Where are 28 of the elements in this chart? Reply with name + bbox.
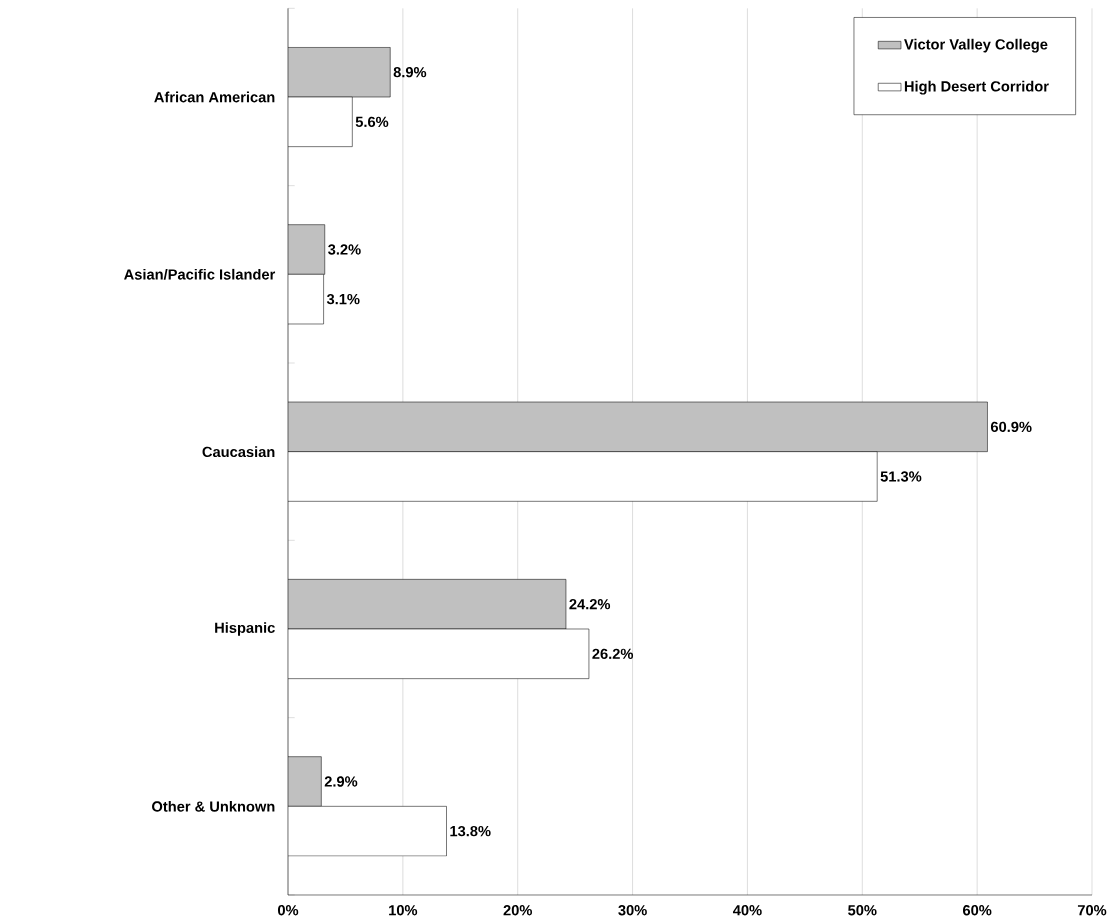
x-tick-label: 10%	[389, 905, 418, 916]
x-tick-label: 40%	[732, 905, 762, 916]
bar	[288, 224, 326, 275]
data-label: 3.2%	[328, 244, 361, 255]
data-label: 13.8%	[450, 825, 491, 837]
x-tick-label: 70%	[1077, 905, 1107, 916]
x-tick-label: 60%	[963, 905, 992, 916]
x-tick-label: 30%	[618, 905, 647, 916]
y-tick-label: African American	[154, 91, 275, 103]
legend-label: Victor Valley College	[904, 38, 1048, 53]
data-label: 26.2%	[592, 648, 634, 660]
y-tick-label: Hispanic	[215, 622, 275, 636]
y-tick-label: Asian/Pacific Islander	[124, 268, 276, 280]
data-label: 3.1%	[326, 293, 360, 305]
y-tick-label: Caucasian	[202, 446, 275, 458]
data-label: 60.9%	[990, 421, 1032, 433]
data-label: 24.2%	[569, 599, 611, 610]
x-tick-label: 0%	[277, 905, 299, 916]
y-tick-label: Other & Unknown	[152, 800, 275, 812]
legend-label: High Desert Corridor	[904, 80, 1049, 95]
x-tick-label: 20%	[503, 905, 532, 916]
data-label: 5.6%	[355, 116, 389, 128]
data-label: 2.9%	[324, 776, 358, 787]
data-label: 8.9%	[393, 67, 427, 78]
bar	[288, 47, 391, 98]
bar	[288, 756, 322, 807]
x-tick-label: 50%	[848, 905, 877, 916]
data-label: 51.3%	[880, 471, 922, 482]
